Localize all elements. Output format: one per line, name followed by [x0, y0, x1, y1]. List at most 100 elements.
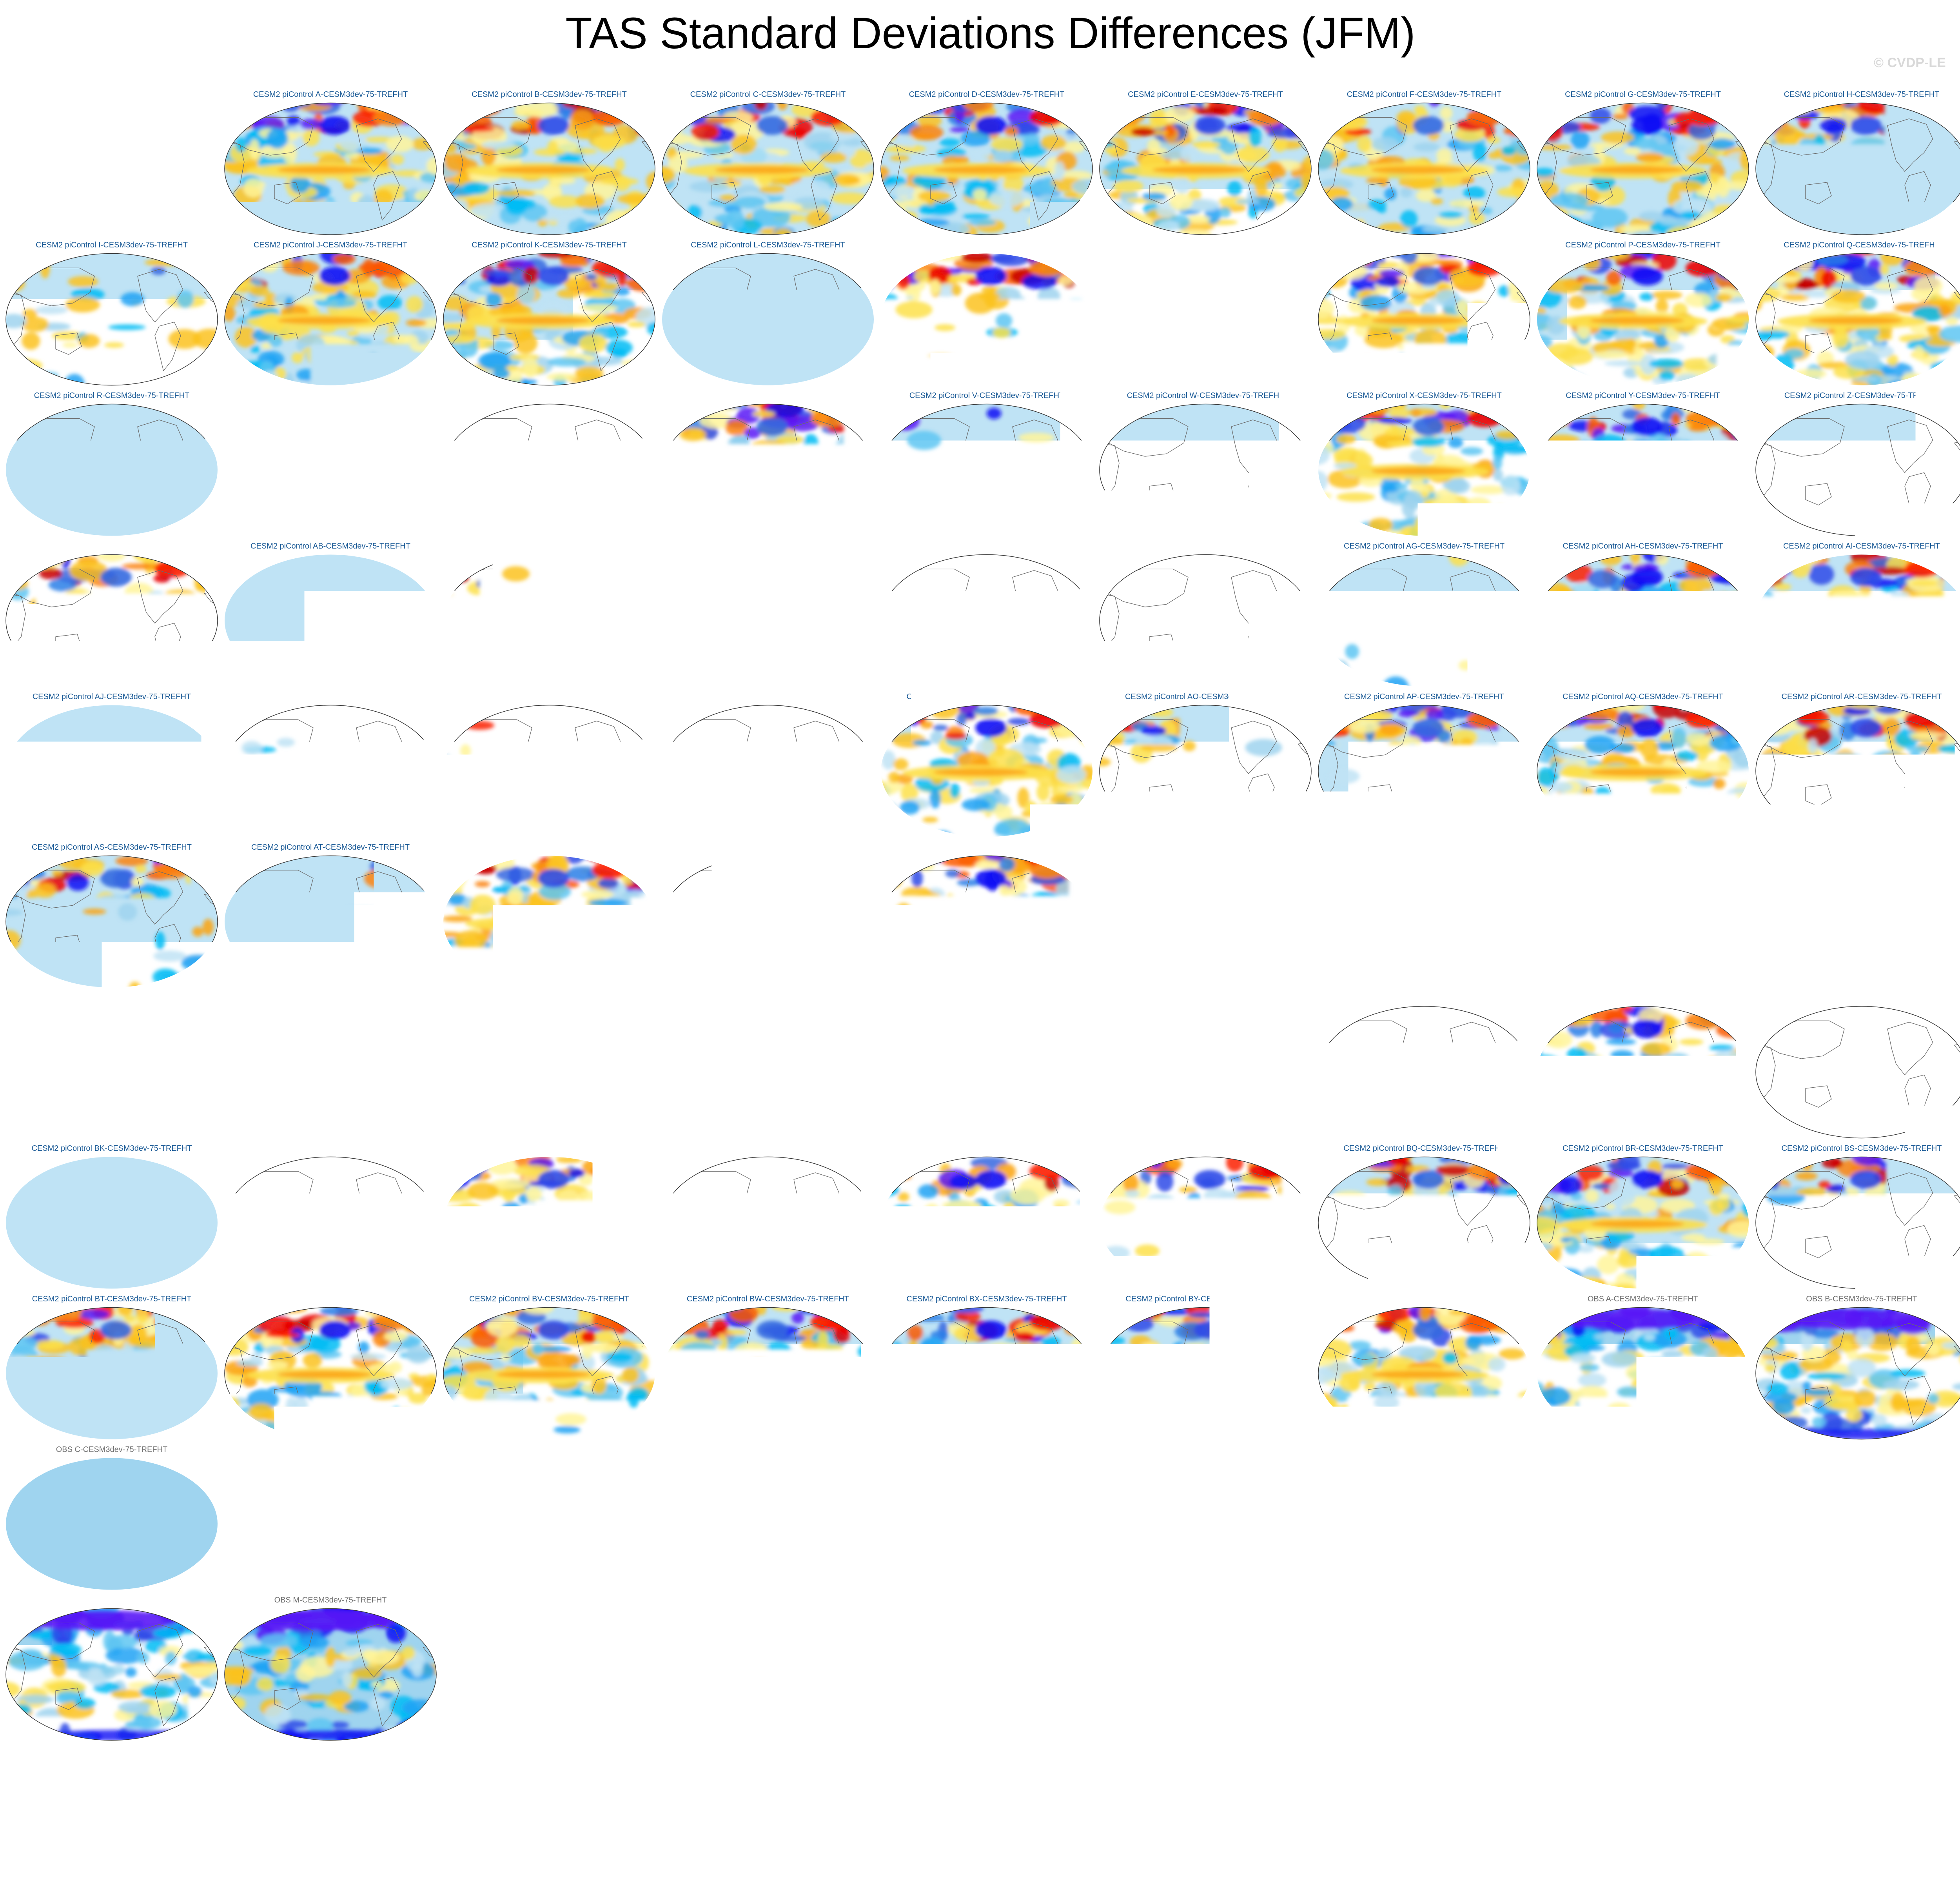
map-panel: CESM2 piControl S-CESM3dev-75-TREFHT [221, 391, 440, 543]
map-panel: CESM2 piControl AF-CESM3dev-75-TREFHT [1096, 541, 1315, 694]
map-plot [223, 1456, 438, 1592]
panel-title: CESM2 piControl Q-CESM3dev-75-TREFHT [1752, 240, 1960, 250]
colorbar-swatch [508, 1781, 568, 1813]
map-plot [441, 854, 657, 989]
map-plot [4, 1005, 220, 1140]
map-panel: CESM2 piControl AC-CESM3dev-75-TREFHT [439, 541, 659, 694]
map-plot [1754, 1005, 1960, 1140]
panel-title: CESM2 piControl AV-CESM3dev-75-TREFHT [658, 842, 878, 852]
colorbar-tick-label: -0.4 [691, 1815, 808, 1854]
map-panel: CESM2 piControl AA-CESM3dev-75-TREFHT [2, 541, 221, 694]
map-plot [4, 703, 220, 839]
map-plot [4, 1607, 220, 1742]
panel-title: CESM2 piControl BS-CESM3dev-75-TREFHT [1752, 1143, 1960, 1154]
map-panel: CESM2 piControl A-CESM3dev-75-TREFHT [221, 89, 440, 242]
map-panel: CESM2 piControl BR-CESM3dev-75-TREFHT [1533, 1143, 1753, 1296]
panel-title: CESM2 piControl S-CESM3dev-75-TREFHT [221, 391, 440, 401]
map-plot [4, 1155, 220, 1290]
map-panel: CESM2 piControl AT-CESM3dev-75-TREFHT [221, 842, 440, 995]
panel-title: CESM2 piControl AC-CESM3dev-75-TREFHT [439, 541, 659, 551]
panel-title: CESM2 piControl BO-CESM3dev-75-TREFHT [877, 1143, 1096, 1154]
map-plot [223, 1306, 438, 1441]
map-panel: OBS L-CESM3dev-75-TREFHT [2, 1595, 221, 1748]
panel-title: CESM2 piControl BP-CESM3dev-75-TREFHT [1096, 1143, 1315, 1154]
map-panel: CESM2 piControl AE-CESM3dev-75-TREFHT [877, 541, 1096, 694]
panel-title: CESM2 piControl AW-CESM3dev-75-TREFHT [877, 842, 1096, 852]
map-panel: CESM2 piControl AQ-CESM3dev-75-TREFHT [1533, 692, 1753, 845]
map-panel: OBS C-CESM3dev-75-TREFHT [2, 1444, 221, 1597]
map-panel: CESM2 piControl X-CESM3dev-75-TREFHT [1314, 391, 1534, 543]
map-plot [879, 252, 1094, 387]
panel-title: CESM2 piControl V-CESM3dev-75-TREFHT [877, 391, 1096, 401]
map-plot [4, 1456, 220, 1592]
panel-title: CESM2 piControl BL-CESM3dev-75-TREFHT [221, 1143, 440, 1154]
panel-title: CESM2 piControl AB-CESM3dev-75-TREFHT [221, 541, 440, 551]
map-plot [223, 252, 438, 387]
map-panel: CESM2 piControl BT-CESM3dev-75-TREFHT [2, 1294, 221, 1447]
panel-title: CESM2 piControl AD-CESM3dev-75-TREFHT [658, 541, 878, 551]
panel-title: CESM2 piControl AF-CESM3dev-75-TREFHT [1096, 541, 1315, 551]
map-panel: CESM2 piControl O-CESM3dev-75-TREFHT [1314, 240, 1534, 393]
panel-title: CESM2 piControl AS-CESM3dev-75-TREFHT [2, 842, 221, 852]
panel-title: CESM2 piControl G-CESM3dev-75-TREFHT [1533, 89, 1753, 100]
panel-title: CESM2 piControl BN-CESM3dev-75-TREFHT [658, 1143, 878, 1154]
map-plot [1535, 1155, 1751, 1290]
map-plot [1754, 101, 1960, 236]
panel-title: CESM2 piControl C-CESM3dev-75-TREFHT [658, 89, 878, 100]
map-panel: OBS K-CESM3dev-75-TREFHT [1752, 1444, 1960, 1597]
map-panel: CESM2 piControl M-CESM3dev-75-TREFHT [877, 240, 1096, 393]
map-panel: CESM2 piControl BK-CESM3dev-75-TREFHT [2, 1143, 221, 1296]
map-plot [1316, 1456, 1532, 1592]
panel-title: CESM2 piControl BB-CESM3dev-75-TREFHT [2, 993, 221, 1003]
map-plot [223, 1005, 438, 1140]
map-plot [441, 1005, 657, 1140]
map-panel: OBS J-CESM3dev-75-TREFHT [1533, 1444, 1753, 1597]
map-plot [660, 553, 876, 688]
map-plot [1316, 553, 1532, 688]
map-panel: CESM2 piControl AW-CESM3dev-75-TREFHT [877, 842, 1096, 995]
map-panel: CESM2 piControl BI-CESM3dev-75-TREFHT [1533, 993, 1753, 1146]
map-panel: CESM2 piControl Y-CESM3dev-75-TREFHT [1533, 391, 1753, 543]
map-panel: CESM2 piControl BG-CESM3dev-75-TREFHT [1096, 993, 1315, 1146]
panel-title: CESM2 piControl BY-CESM3dev-75-TREFHT [1096, 1294, 1315, 1304]
panel-title: OBS C-CESM3dev-75-TREFHT [2, 1444, 221, 1455]
colorbar-swatch [387, 1781, 448, 1813]
panel-title: CESM2 piControl T-CESM3dev-75-TREFHT [439, 391, 659, 401]
map-panel: CESM2 piControl BM-CESM3dev-75-TREFHT [439, 1143, 659, 1296]
map-plot [1098, 252, 1313, 387]
panel-title: CESM2 piControl AI-CESM3dev-75-TREFHT [1752, 541, 1960, 551]
colorbar-swatch [1172, 1781, 1232, 1813]
panel-title: CESM2 piControl BW-CESM3dev-75-TREFHT [658, 1294, 878, 1304]
colorbar-swatch [750, 1781, 810, 1813]
map-plot [1316, 101, 1532, 236]
map-panel: OBS G-CESM3dev-75-TREFHT [877, 1444, 1096, 1597]
map-panel: OBS M-CESM3dev-75-TREFHT [221, 1595, 440, 1748]
panel-title: CESM2 piControl D-CESM3dev-75-TREFHT [877, 89, 1096, 100]
map-plot [1754, 553, 1960, 688]
colorbar-swatch [1534, 1781, 1594, 1813]
panel-title: CESM2 piControl AX-CESM3dev-75-TREFHT [1096, 842, 1315, 852]
colorbar-swatch [689, 1781, 750, 1813]
colorbar-tick-label: 0.6 [1294, 1815, 1412, 1854]
map-plot [660, 1306, 876, 1441]
map-panel: CESM2 piControl BD-CESM3dev-75-TREFHT [439, 993, 659, 1146]
map-plot [660, 1456, 876, 1592]
watermark: © CVDP-LE [1874, 55, 1946, 71]
panel-title: CESM2 piControl O-CESM3dev-75-TREFHT [1314, 240, 1534, 250]
panel-title: CESM2 piControl BV-CESM3dev-75-TREFHT [439, 1294, 659, 1304]
map-panel: CESM2 piControl AV-CESM3dev-75-TREFHT [658, 842, 878, 995]
map-plot [1098, 101, 1313, 236]
map-plot [1754, 703, 1960, 839]
map-panel: CESM2 piControl T-CESM3dev-75-TREFHT [439, 391, 659, 543]
map-panel: CESM2 piControl BL-CESM3dev-75-TREFHT [221, 1143, 440, 1296]
panel-title: OBS B-CESM3dev-75-TREFHT [1752, 1294, 1960, 1304]
panel-title: CESM2 piControl BG-CESM3dev-75-TREFHT [1096, 993, 1315, 1003]
panel-title: CESM2 piControl BX-CESM3dev-75-TREFHT [877, 1294, 1096, 1304]
colorbar-swatch [568, 1781, 629, 1813]
map-plot [223, 1607, 438, 1742]
map-plot [660, 402, 876, 538]
panel-title: CESM2 piControl L-CESM3dev-75-TREFHT [658, 240, 878, 250]
map-plot [223, 553, 438, 688]
map-plot [4, 854, 220, 989]
map-plot [1754, 1456, 1960, 1592]
